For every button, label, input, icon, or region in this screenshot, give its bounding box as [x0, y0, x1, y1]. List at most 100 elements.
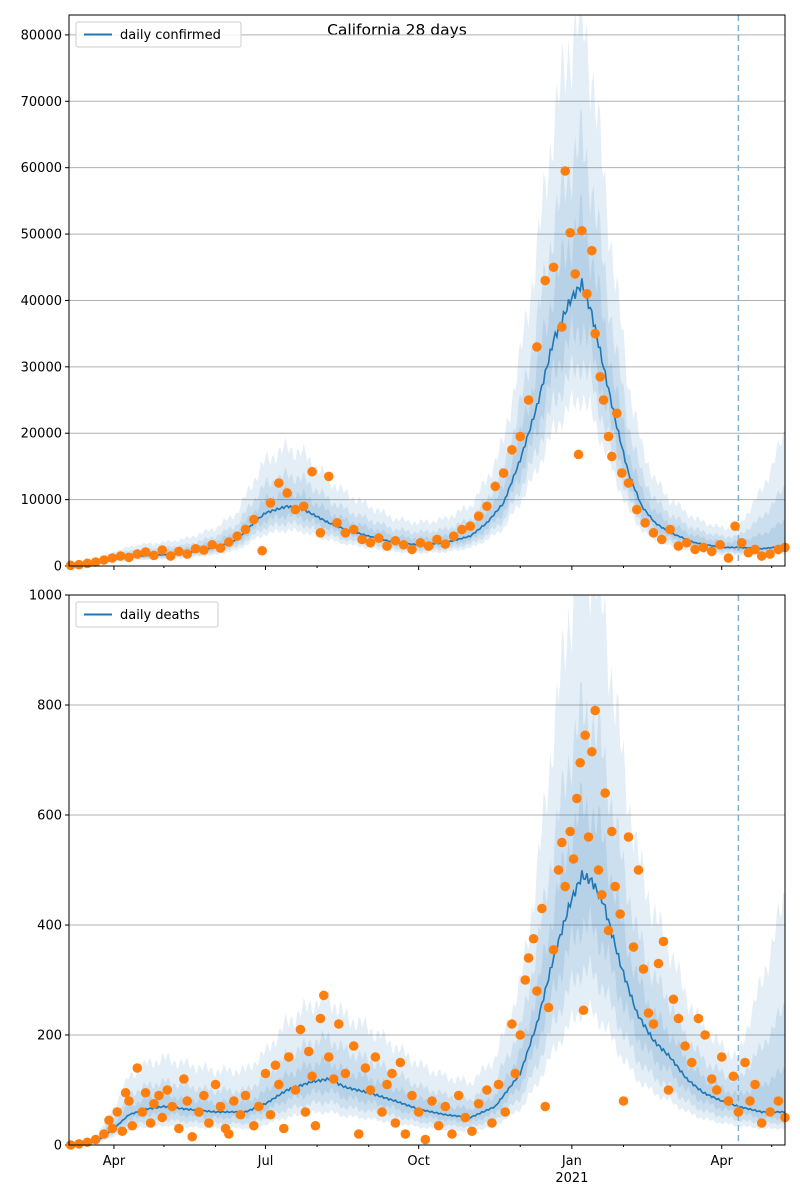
data-point	[532, 986, 542, 996]
data-point	[628, 942, 639, 952]
data-point	[693, 1013, 704, 1024]
data-point	[348, 1041, 359, 1051]
data-point	[578, 1005, 589, 1016]
data-point	[282, 488, 292, 498]
data-point	[618, 1096, 629, 1106]
data-point	[653, 958, 664, 969]
data-point	[715, 539, 725, 550]
data-point	[370, 1052, 381, 1062]
data-point	[648, 1019, 659, 1029]
y-tick-label: 400	[37, 919, 62, 934]
data-point	[149, 550, 159, 561]
data-point	[107, 1123, 118, 1134]
data-point	[323, 471, 334, 482]
data-point	[249, 514, 259, 525]
legend-label: daily confirmed	[120, 28, 221, 43]
legend-label: daily deaths	[120, 608, 200, 623]
y-tick-label: 600	[37, 809, 62, 824]
data-point	[323, 1052, 334, 1062]
data-point	[274, 478, 284, 488]
data-point	[572, 793, 582, 804]
data-point	[570, 269, 580, 279]
data-point	[254, 1101, 264, 1112]
legend-box	[75, 601, 219, 628]
data-point	[460, 1112, 471, 1123]
y-tick-label: 80000	[21, 28, 62, 43]
data-point	[640, 518, 650, 528]
data-point	[149, 1098, 159, 1109]
data-point	[432, 534, 442, 545]
data-point	[187, 1131, 198, 1142]
data-point	[224, 1129, 234, 1139]
data-point	[595, 372, 605, 382]
data-point	[665, 524, 675, 535]
data-point	[65, 560, 76, 571]
data-point	[332, 518, 342, 528]
data-point	[194, 1107, 204, 1117]
data-point	[663, 1085, 674, 1095]
data-point	[706, 546, 717, 557]
data-point	[686, 1057, 697, 1068]
data-point	[115, 551, 126, 561]
data-point	[560, 881, 571, 892]
y-tick-label: 200	[37, 1029, 62, 1044]
data-point	[300, 1107, 311, 1117]
data-point	[407, 1090, 417, 1101]
x-tick-label: Jul	[257, 1154, 274, 1169]
data-point	[615, 909, 625, 919]
x-tick-label: Jan	[561, 1154, 582, 1169]
data-point	[465, 521, 476, 531]
data-point	[548, 944, 559, 955]
data-point	[723, 1096, 734, 1106]
data-point	[603, 925, 614, 936]
data-point	[204, 1118, 214, 1128]
y-tick-label: 30000	[21, 360, 62, 375]
data-point	[440, 539, 451, 549]
data-point	[573, 449, 584, 460]
data-point	[382, 1079, 392, 1090]
data-point	[575, 757, 585, 768]
data-point	[240, 524, 251, 535]
data-point	[274, 1079, 284, 1090]
data-point	[82, 558, 93, 569]
data-point	[307, 1071, 317, 1082]
data-point	[260, 1068, 271, 1079]
data-point	[182, 549, 193, 559]
data-point	[132, 549, 143, 559]
y-tick-label: 60000	[21, 161, 62, 176]
data-point	[229, 1096, 239, 1106]
data-point	[515, 431, 526, 442]
data-point	[398, 539, 409, 550]
data-point	[568, 854, 579, 864]
data-point	[482, 1085, 492, 1095]
data-point	[90, 1134, 101, 1145]
data-point	[532, 342, 542, 352]
data-point	[565, 826, 575, 837]
median-line	[69, 870, 785, 1145]
plot-area	[69, 595, 785, 1145]
data-point	[283, 1052, 294, 1062]
data-point	[673, 1013, 684, 1024]
data-point	[315, 528, 326, 538]
data-point	[365, 1085, 376, 1095]
data-point	[124, 552, 134, 563]
data-point	[648, 528, 659, 538]
y-tick-label: 40000	[21, 294, 62, 309]
data-point	[90, 557, 101, 567]
data-point	[328, 1074, 339, 1084]
data-point	[440, 1101, 451, 1112]
data-point	[728, 1071, 739, 1082]
data-point	[638, 964, 649, 974]
data-point	[500, 1107, 511, 1117]
data-point	[360, 1063, 371, 1073]
data-point	[167, 1101, 178, 1112]
data-point	[565, 227, 575, 238]
data-point	[745, 1096, 755, 1106]
data-point	[507, 1019, 517, 1029]
data-point	[537, 903, 547, 914]
data-point	[207, 539, 217, 550]
data-point	[548, 262, 559, 273]
data-point	[673, 541, 684, 551]
data-point	[507, 445, 517, 455]
data-point	[553, 865, 564, 875]
